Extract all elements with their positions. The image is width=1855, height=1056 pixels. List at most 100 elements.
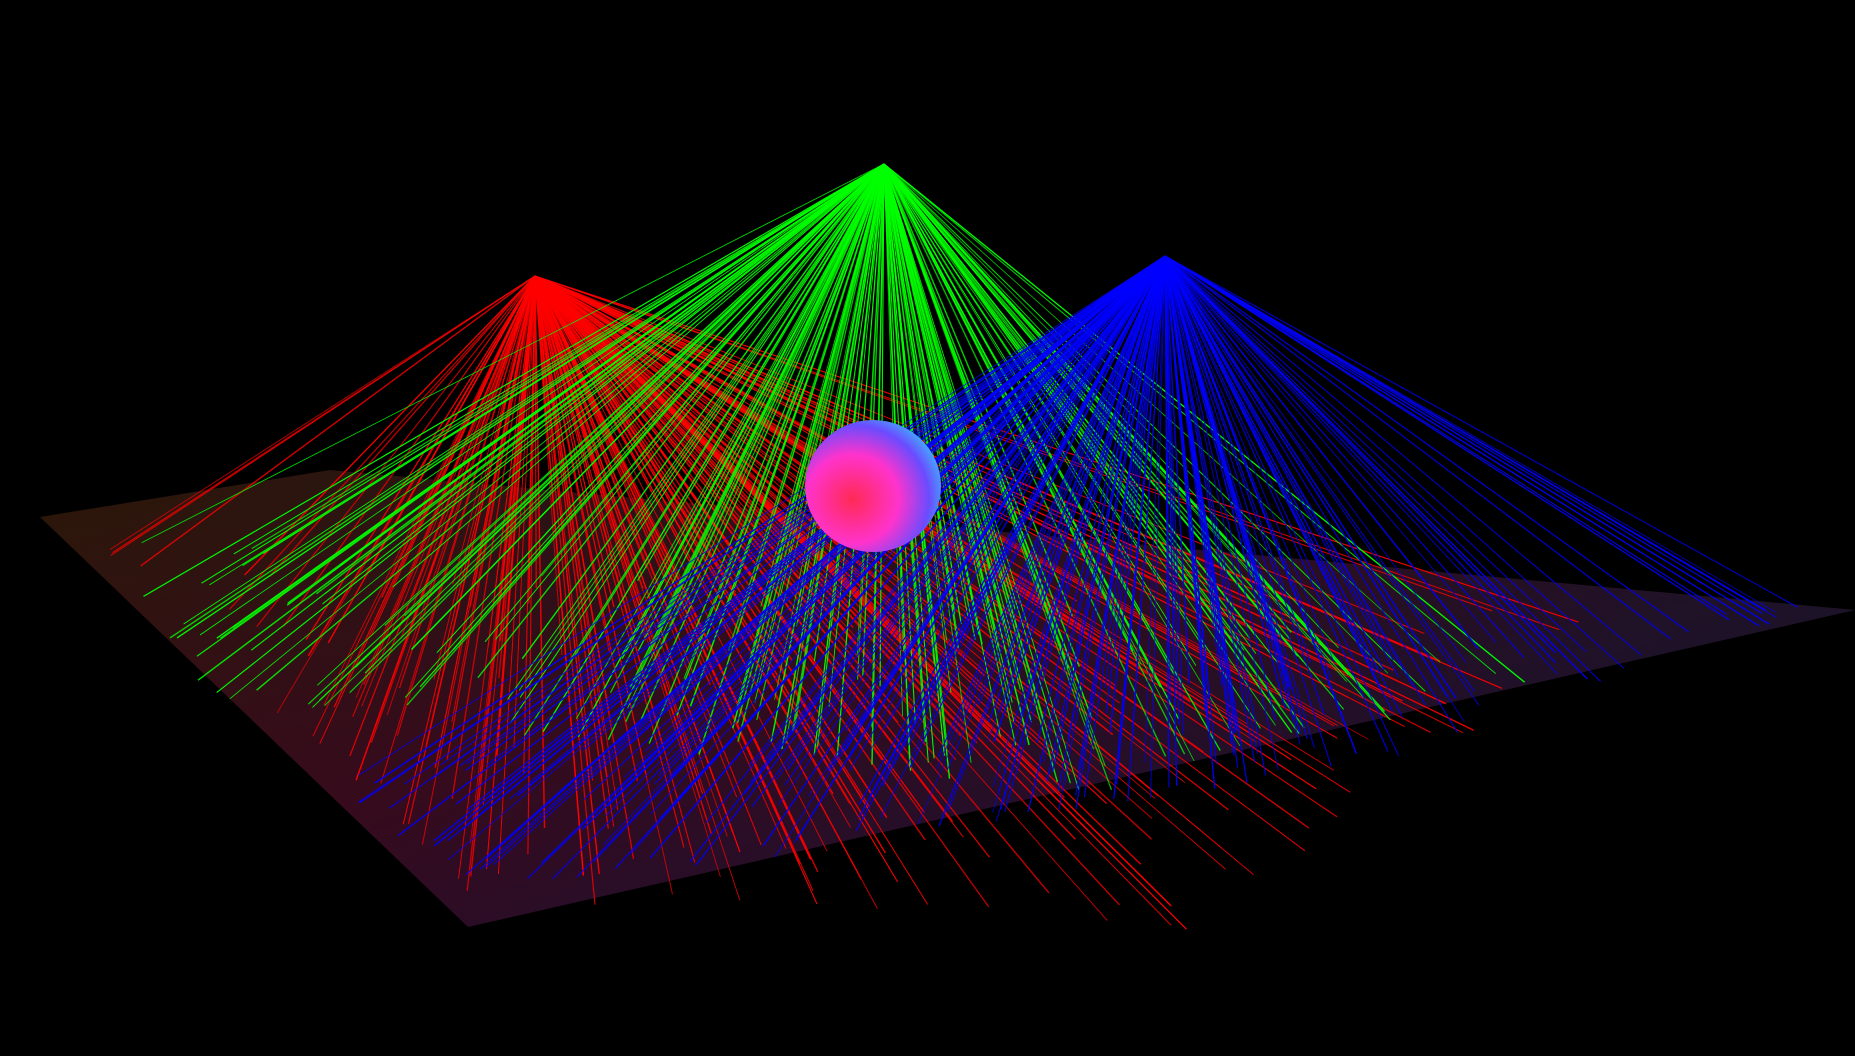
- blue-light-ray: [845, 255, 1166, 732]
- blue-light-ray: [484, 255, 1166, 869]
- red-light-ray: [370, 275, 536, 743]
- blue-light-ray: [1164, 255, 1642, 656]
- blue-light-ray: [527, 255, 1166, 880]
- green-light-ray: [419, 163, 885, 688]
- red-light-ray: [109, 275, 536, 550]
- blue-light-ray: [764, 255, 1166, 761]
- red-light-ray: [268, 275, 536, 578]
- blue-light-ray: [1164, 255, 1760, 627]
- blue-light-ray: [936, 255, 1166, 770]
- green-light-ray: [484, 163, 885, 643]
- red-light-ray: [534, 275, 860, 659]
- red-light-ray: [499, 275, 536, 641]
- blue-light-ray: [1164, 255, 1602, 683]
- blue-light-ray: [909, 255, 1166, 769]
- sphere-object[interactable]: [805, 420, 941, 552]
- red-light-ray: [458, 275, 536, 879]
- green-light-ray: [404, 163, 885, 698]
- blue-light-ray: [787, 255, 1166, 770]
- blue-light-ray: [1164, 255, 1217, 765]
- green-light-ray: [392, 163, 885, 588]
- red-light-ray: [323, 275, 536, 706]
- blue-light-ray: [1120, 255, 1166, 731]
- green-light-ray: [410, 163, 885, 651]
- blue-light-ray: [1164, 255, 1465, 722]
- green-light-ray: [883, 163, 1293, 733]
- green-light-ray: [477, 163, 885, 679]
- blue-light-ray: [880, 255, 1166, 818]
- red-light-ray: [496, 275, 536, 756]
- blue-light-ray: [1046, 255, 1166, 782]
- blue-light-ray: [744, 255, 1166, 795]
- red-light-ray: [534, 275, 1441, 662]
- green-light-ray: [256, 163, 885, 691]
- green-light-ray: [637, 163, 885, 582]
- blue-light-ray: [388, 255, 1166, 809]
- blue-light-ray: [1164, 255, 1238, 731]
- green-light-ray: [307, 163, 885, 705]
- green-light-ray: [883, 163, 1005, 625]
- blue-light-ray: [455, 255, 1166, 805]
- green-light-ray: [317, 163, 885, 686]
- blue-light-ray: [807, 255, 1166, 797]
- blue-light-ray: [1036, 255, 1166, 743]
- blue-light-ray: [1164, 255, 1625, 669]
- blue-light-ray: [404, 255, 1166, 785]
- blue-light-ray: [1164, 255, 1276, 721]
- blue-light-ray: [1164, 255, 1315, 748]
- red-light-ray: [534, 275, 721, 878]
- red-light-ray: [534, 275, 1108, 921]
- green-light-ray: [883, 163, 1299, 657]
- red-light-ray: [497, 275, 536, 875]
- blue-light-ray: [795, 255, 1166, 840]
- blue-light-ray: [1164, 255, 1389, 752]
- blue-light-ray: [552, 255, 1166, 880]
- green-light-ray: [756, 163, 885, 721]
- blue-light-ray: [1004, 255, 1166, 813]
- blue-light-ray: [855, 255, 1166, 832]
- green-light-ray: [233, 163, 885, 555]
- green-light-ray: [883, 163, 998, 634]
- red-light-ray: [534, 275, 696, 863]
- green-light-ray: [143, 163, 885, 597]
- green-light-ray: [883, 163, 1245, 651]
- red-light-ray: [244, 275, 536, 576]
- blue-light-ray: [1164, 255, 1475, 692]
- blue-light-ray: [466, 255, 1166, 811]
- red-light-ray: [534, 275, 596, 905]
- green-light-ray: [681, 163, 885, 690]
- blue-light-ray: [1164, 255, 1325, 716]
- red-light-ray: [229, 275, 536, 610]
- blue-light-ray: [1127, 255, 1166, 802]
- red-light-ray: [407, 275, 536, 824]
- blue-light-ray: [1012, 255, 1166, 728]
- red-light-ray: [534, 275, 711, 685]
- blue-light-ray: [1164, 255, 1467, 663]
- blue-light-ray: [447, 255, 1166, 842]
- red-light-ray: [276, 275, 536, 714]
- blue-light-ray: [907, 255, 1166, 746]
- blue-light-ray: [1164, 255, 1209, 730]
- green-light-ray: [495, 163, 885, 640]
- blue-light-ray: [1057, 255, 1166, 791]
- green-light-ray: [521, 163, 885, 660]
- red-light-ray: [534, 275, 1425, 634]
- green-light-ray: [542, 163, 885, 733]
- blue-light-ray: [439, 255, 1166, 766]
- blue-light-ray: [1027, 255, 1166, 813]
- blue-light-ray: [1164, 255, 1798, 608]
- blue-light-ray: [1164, 255, 1458, 733]
- blue-light-ray: [1109, 255, 1166, 733]
- red-light-ray: [534, 275, 685, 848]
- red-light-ray: [256, 275, 536, 627]
- green-light-ray: [324, 163, 885, 594]
- green-light-ray: [883, 163, 1080, 791]
- blue-light-ray: [1164, 255, 1267, 776]
- blue-light-ray: [988, 255, 1166, 723]
- blue-light-ray: [1164, 255, 1394, 661]
- blue-light-ray: [883, 255, 1166, 773]
- green-light-ray: [201, 163, 885, 584]
- blue-light-ray: [1105, 255, 1166, 714]
